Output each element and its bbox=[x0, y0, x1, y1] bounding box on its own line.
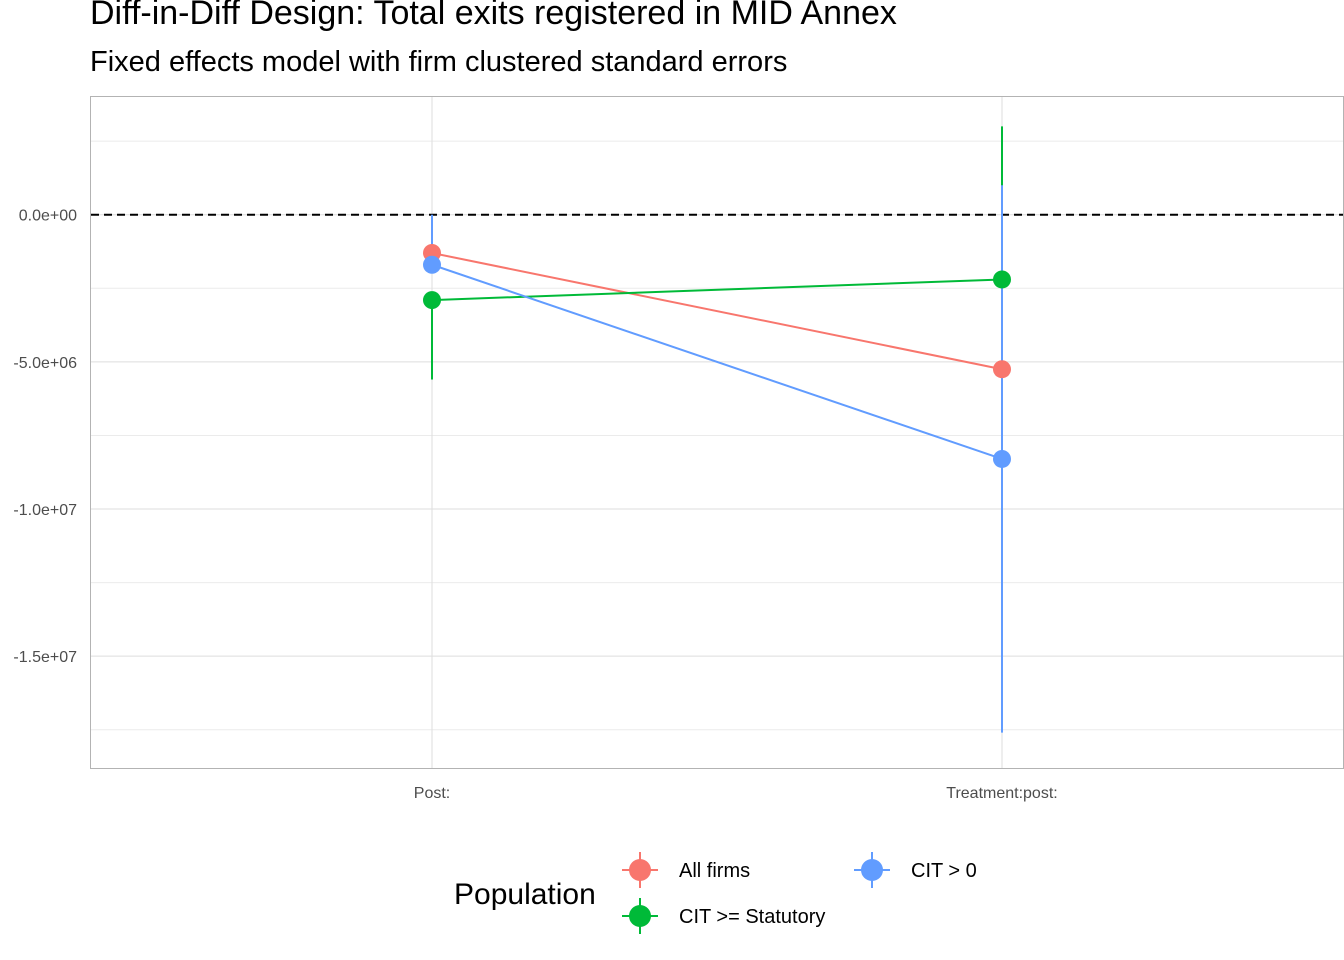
legend-label: All firms bbox=[679, 860, 750, 882]
legend: Population All firms CIT >= Statutory CIT … bbox=[454, 852, 977, 934]
data-point bbox=[993, 360, 1011, 379]
x-axis-ticks: Post: Treatment:post: bbox=[414, 785, 1058, 802]
legend-key-point bbox=[629, 859, 651, 881]
y-tick-label: -1.5e+07 bbox=[13, 649, 77, 666]
legend-item: CIT > 0 bbox=[854, 852, 977, 888]
data-point bbox=[993, 449, 1011, 468]
legend-item: CIT >= Statutory bbox=[622, 898, 825, 934]
y-axis-ticks: 0.0e+00 -5.0e+06 -1.0e+07 -1.5e+07 bbox=[13, 208, 77, 666]
legend-item: All firms bbox=[622, 852, 750, 888]
data-point bbox=[423, 291, 441, 310]
series-lines bbox=[431, 251, 1003, 460]
data-point bbox=[423, 255, 441, 274]
legend-label: CIT >= Statutory bbox=[679, 906, 825, 928]
series-points bbox=[423, 243, 1011, 468]
legend-key-point bbox=[861, 859, 883, 881]
y-tick-label: -5.0e+06 bbox=[13, 355, 77, 372]
chart-title: Diff-in-Diff Design: Total exits registe… bbox=[90, 0, 897, 32]
x-tick-label: Treatment:post: bbox=[946, 785, 1057, 802]
series-line bbox=[431, 263, 1003, 460]
legend-label: CIT > 0 bbox=[911, 860, 977, 882]
legend-key-point bbox=[629, 905, 651, 927]
data-point bbox=[993, 270, 1011, 289]
legend-title: Population bbox=[454, 878, 596, 911]
x-tick-label: Post: bbox=[414, 785, 450, 802]
y-tick-label: -1.0e+07 bbox=[13, 502, 77, 519]
y-tick-label: 0.0e+00 bbox=[19, 208, 77, 225]
series-line bbox=[431, 251, 1003, 371]
chart-subtitle: Fixed effects model with firm clustered … bbox=[90, 46, 788, 78]
grid bbox=[91, 97, 1343, 768]
panel-background bbox=[91, 97, 1343, 768]
